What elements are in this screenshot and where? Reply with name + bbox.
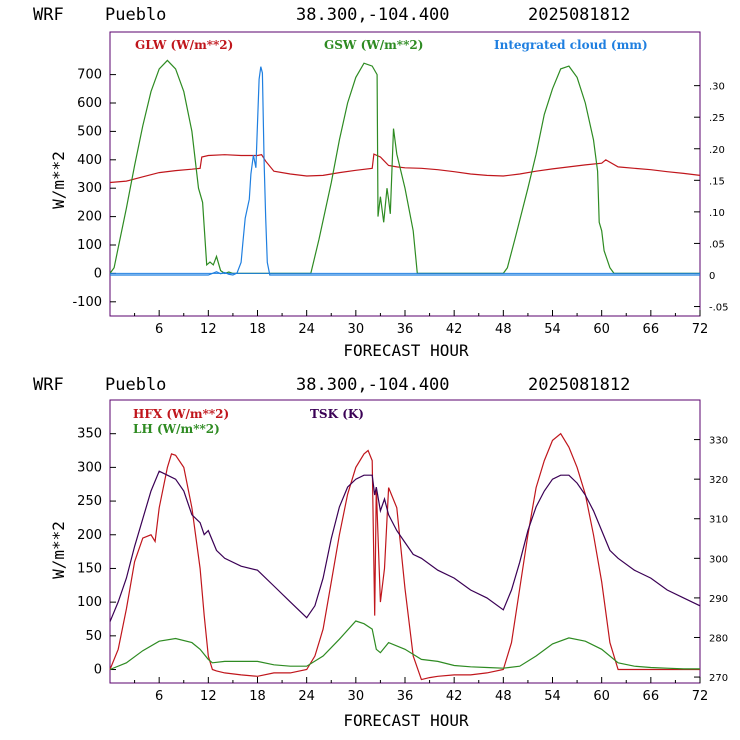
- panel2-xtick-label: 60: [593, 689, 610, 704]
- panel2-run: 2025081812: [528, 375, 630, 395]
- panel2-ytick-label: 100: [77, 595, 102, 610]
- panel2-rtick-label: 300: [709, 554, 728, 565]
- panel2-xtick-label: 36: [397, 689, 414, 704]
- panel2-xtick-label: 66: [643, 689, 660, 704]
- panel1-xtick-label: 54: [544, 322, 561, 337]
- panel2-coords: 38.300,-104.400: [296, 375, 450, 395]
- panel1-station: Pueblo: [105, 5, 166, 25]
- panel1-rtick-label: .05: [709, 239, 725, 250]
- panel1-xtick-label: 48: [495, 322, 512, 337]
- panel1-xtick-label: 72: [692, 322, 709, 337]
- panel1-xtick-label: 12: [200, 322, 217, 337]
- panel1-xlabel: FORECAST HOUR: [343, 341, 469, 360]
- panel1-chart: 6 12 18 24 30 36 42 48 54 60 66 72 700 600 500 400 300 20…: [72, 31, 729, 337]
- panel2-legend-hfx: HFX (W/m**2): [133, 407, 229, 421]
- panel1-legend-glw: GLW (W/m**2): [135, 38, 233, 52]
- panel1-ytick-label: 300: [77, 181, 102, 196]
- panel1-xtick-label: 66: [643, 322, 660, 337]
- panel2-xtick-label: 18: [249, 689, 266, 704]
- panel2-ytick-label: 200: [77, 528, 102, 543]
- panel1-rtick-label: .25: [709, 113, 725, 124]
- panel2-legend-tsk: TSK (K): [310, 407, 364, 421]
- panel2-xtick-label: 12: [200, 689, 217, 704]
- panel2-xtick-label: 54: [544, 689, 561, 704]
- panel2-legend-lh: LH (W/m**2): [133, 422, 220, 436]
- panel1-xtick-label: 6: [155, 322, 163, 337]
- panel2-xtick-label: 48: [495, 689, 512, 704]
- panel1-xtick-label: 24: [298, 322, 315, 337]
- panel2-station: Pueblo: [105, 375, 166, 395]
- panel1-legend-cloud: Integrated cloud (mm): [494, 38, 648, 52]
- panel2-xtick-label: 30: [348, 689, 365, 704]
- panel1-ytick-label: -100: [72, 295, 102, 310]
- panel2-rtick-label: 280: [709, 633, 728, 644]
- panel1-ytick-label: 700: [77, 68, 102, 83]
- panel1-legend-gsw: GSW (W/m**2): [324, 38, 423, 52]
- panel2-rtick-label: 270: [709, 673, 728, 684]
- panel2-xtick-label: 6: [155, 689, 163, 704]
- panel1-rtick-label: .15: [709, 176, 725, 187]
- panel1-model: WRF: [33, 5, 64, 25]
- panel1-xtick-label: 42: [446, 322, 463, 337]
- panel2-xlabel: FORECAST HOUR: [343, 711, 469, 730]
- panel1-series-3-line: [110, 66, 700, 276]
- panel2-ytick-label: 300: [77, 460, 102, 475]
- panel1-coords: 38.300,-104.400: [296, 5, 450, 25]
- panel2-model: WRF: [33, 375, 64, 395]
- panel1-rtick-label: .20: [709, 145, 725, 156]
- panel1-ytick-label: 0: [94, 266, 102, 281]
- panel1-xtick-label: 60: [593, 322, 610, 337]
- panel2-rtick-label: 290: [709, 594, 728, 605]
- panel2-rtick-label: 310: [709, 515, 728, 526]
- panel1-rtick-label: 0: [709, 271, 715, 282]
- panel1-xtick-label: 30: [348, 322, 365, 337]
- panel2-series-1-line: [109, 432, 700, 681]
- panel1-ytick-label: 500: [77, 124, 102, 139]
- panel1-rtick-label: .30: [709, 82, 725, 93]
- panel1-ylabel: W/m**2: [49, 151, 68, 209]
- panel2-xtick-label: 72: [692, 689, 709, 704]
- panel2-rtick-label: 320: [709, 475, 728, 486]
- panel2-ylabel: W/m**2: [49, 521, 68, 579]
- panel2-series-3-line: [109, 470, 701, 622]
- panel2-rtick-label: 330: [709, 436, 728, 447]
- panel2-ytick-label: 350: [77, 427, 102, 442]
- panel2-chart: 6 12 18 24 30 36 42 48 54 60 66 72 350 300 250 200 150 10…: [77, 399, 728, 704]
- panel1-series-2-line: [109, 59, 700, 275]
- panel1-run: 2025081812: [528, 5, 630, 25]
- panel2-ytick-label: 50: [85, 629, 102, 644]
- panel1-ytick-label: 200: [77, 210, 102, 225]
- panel2-xtick-label: 42: [446, 689, 463, 704]
- panel1-ytick-label: 100: [77, 238, 102, 253]
- panel1-ytick-label: 400: [77, 153, 102, 168]
- panel1-rtick-label: .10: [709, 208, 725, 219]
- panel1-xtick-label: 36: [397, 322, 414, 337]
- panel1-rtick-label: -.05: [709, 303, 729, 314]
- panel1-ytick-label: 600: [77, 96, 102, 111]
- panel2-ytick-label: 0: [94, 663, 102, 678]
- panel2-xtick-label: 24: [298, 689, 315, 704]
- panel2-series-2-line: [109, 620, 700, 671]
- panel2-ytick-label: 150: [77, 561, 102, 576]
- panel2-ytick-label: 250: [77, 494, 102, 509]
- panel1-series-1-line: [109, 153, 701, 184]
- panel1-xtick-label: 18: [249, 322, 266, 337]
